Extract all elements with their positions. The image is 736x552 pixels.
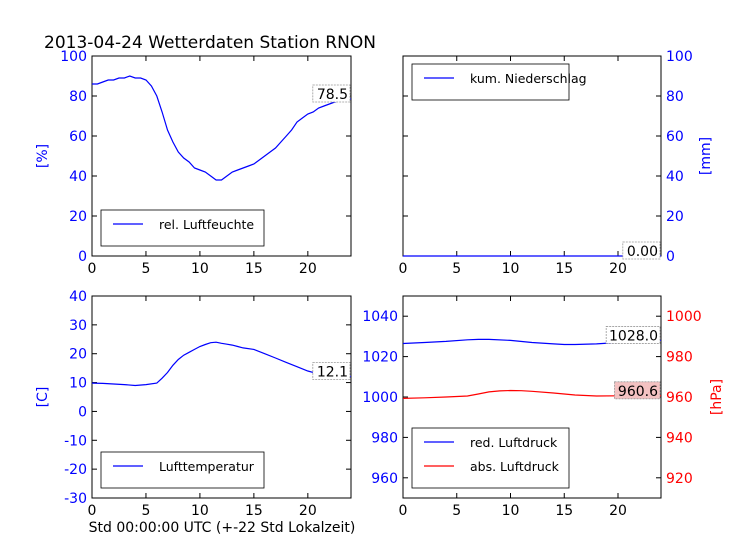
y-tick-label: -20 [64, 462, 87, 478]
legend-label: rel. Luftfeuchte [159, 217, 254, 232]
legend-box [100, 209, 265, 247]
y-tick-label: -30 [64, 491, 87, 507]
x-tick-label: 5 [141, 503, 150, 519]
y-tick-label: 0 [666, 249, 675, 265]
value-label-box [312, 84, 351, 103]
legend-box [411, 427, 570, 489]
y-tick-label: 980 [666, 350, 693, 366]
x-tick-label: 10 [502, 261, 520, 277]
x-tick-label: 0 [399, 503, 408, 519]
panel-top-right: 0 5 10 15 20 0 20 40 60 80 100 [mm] 0.00 kum. Nieders… [399, 49, 714, 277]
x-tick-label: 15 [245, 261, 263, 277]
x-tick-label: 15 [555, 503, 573, 519]
legend-label: abs. Luftdruck [470, 459, 560, 474]
y-tick-label: 40 [69, 169, 87, 185]
x-tick-label: 20 [609, 503, 627, 519]
x-tick-label: 0 [88, 503, 97, 519]
y-tick-label: 980 [371, 430, 398, 446]
y-axis-label: [C] [35, 387, 51, 408]
value-label-box [622, 241, 661, 260]
panel-bottom-left: 0 5 10 15 20 -30 -20 -10 0 10 20 30 40 [C] 12.1 Lufttem… [35, 289, 352, 519]
y-tick-label: 960 [371, 471, 398, 487]
x-tick-label: 5 [452, 261, 461, 277]
x-tick-label: 10 [191, 261, 209, 277]
x-tick-label: 10 [191, 503, 209, 519]
y-tick-label: 960 [666, 390, 693, 406]
panel-bottom-right: 0 5 10 15 20 960 980 1000 1020 1040 920 940 960 980 10… [362, 295, 725, 519]
last-value-label: 12.1 [317, 365, 348, 381]
y-tick-label: 80 [69, 89, 87, 105]
panel-top-left: 0 5 10 15 20 0 20 40 60 80 100 [%] 78.5 rel. Luftfeuc… [35, 49, 352, 277]
y-tick-label: 80 [666, 89, 684, 105]
value-label-box [605, 326, 661, 344]
y-tick-label: 100 [60, 49, 87, 65]
x-axis-label: Std 00:00:00 UTC (+-22 Std Lokalzeit) [89, 520, 356, 536]
last-value-label: 1028.0 [609, 328, 658, 344]
y-axis-label: [hPa] [709, 379, 725, 415]
y-tick-label: 60 [69, 129, 87, 145]
x-tick-label: 15 [555, 261, 573, 277]
y-tick-label: 940 [666, 430, 693, 446]
series-line [92, 75, 351, 181]
y-tick-label: 20 [69, 347, 87, 363]
x-tick-label: 20 [299, 261, 317, 277]
x-tick-label: 5 [452, 503, 461, 519]
last-value-label: 960.6 [618, 384, 658, 400]
y-tick-label: 0 [78, 249, 87, 265]
x-tick-label: 0 [88, 261, 97, 277]
x-tick-label: 0 [399, 261, 408, 277]
last-value-label: 78.5 [317, 87, 348, 103]
series-line [402, 389, 661, 399]
y-tick-label: 40 [666, 169, 684, 185]
x-tick-label: 15 [245, 503, 263, 519]
y-tick-label: -10 [64, 433, 87, 449]
y-tick-label: 20 [666, 209, 684, 225]
y-tick-label: 20 [69, 209, 87, 225]
y-tick-label: 100 [666, 49, 693, 65]
y-tick-label: 1000 [666, 309, 702, 325]
series-line [91, 341, 351, 387]
y-tick-label: 920 [666, 471, 693, 487]
y-tick-label: 60 [666, 129, 684, 145]
x-tick-label: 20 [609, 261, 627, 277]
y-tick-label: 0 [78, 404, 87, 420]
last-value-label: 0.00 [627, 244, 658, 260]
y-tick-label: 40 [69, 289, 87, 305]
legend-box [411, 63, 570, 101]
legend-label: kum. Niederschlag [470, 71, 587, 86]
legend-label: Lufttemperatur [159, 459, 255, 474]
y-tick-label: 10 [69, 376, 87, 392]
value-label-box [614, 381, 661, 400]
y-axis-label: [mm] [698, 137, 714, 175]
y-axis-label: [%] [35, 144, 51, 168]
chart-title: 2013-04-24 Wetterdaten Station RNON [44, 33, 376, 53]
plot-frame [91, 295, 352, 499]
value-label-box [312, 362, 351, 380]
x-tick-label: 20 [299, 503, 317, 519]
y-tick-label: 30 [69, 318, 87, 334]
y-tick-label: 1040 [362, 309, 398, 325]
legend-box [100, 451, 265, 489]
legend-label: red. Luftdruck [470, 435, 558, 450]
x-tick-label: 10 [502, 503, 520, 519]
y-tick-label: 1020 [362, 350, 398, 366]
plot-frame [91, 55, 352, 257]
y-tick-label: 1000 [362, 390, 398, 406]
x-tick-label: 5 [141, 261, 150, 277]
